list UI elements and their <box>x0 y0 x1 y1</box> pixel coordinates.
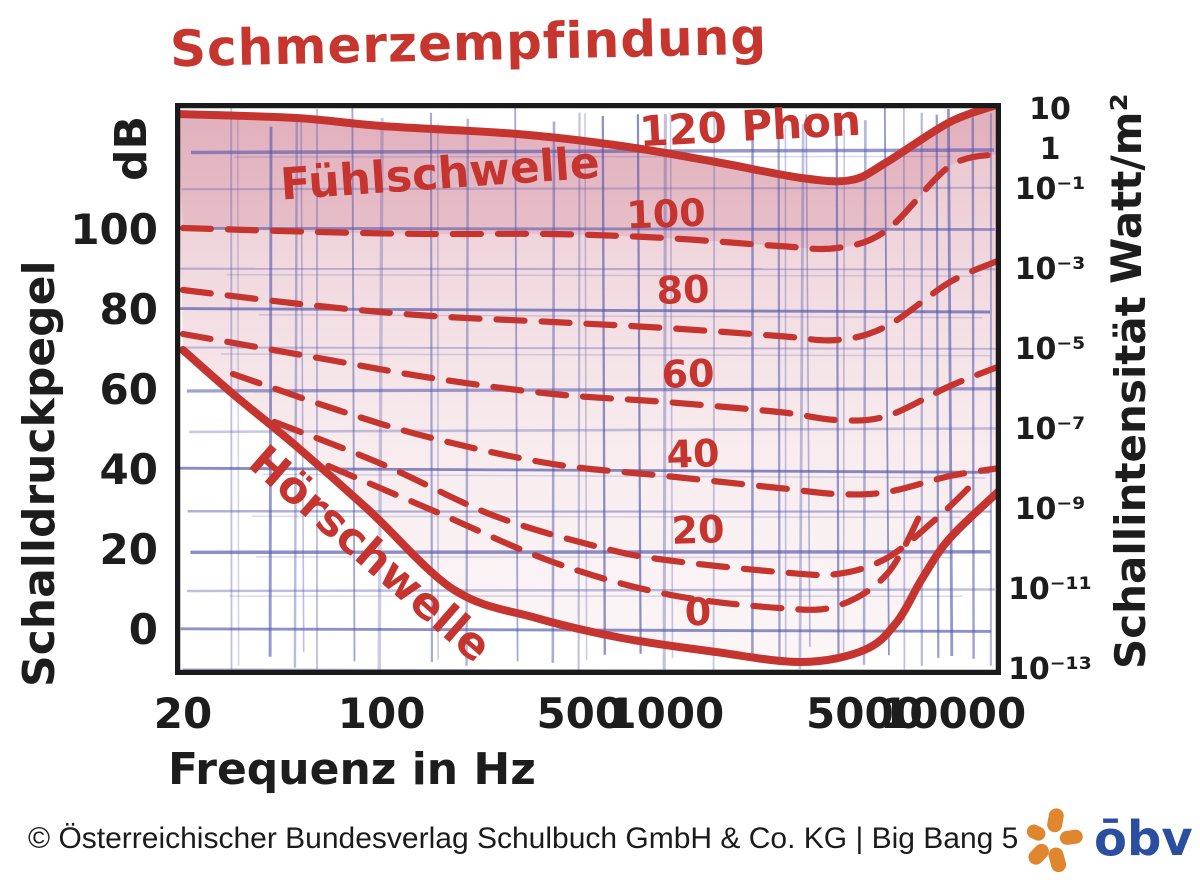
left-tick-100: 100 <box>70 205 158 254</box>
upper-wash-band <box>176 104 1001 250</box>
obv-logo-star-icon <box>1026 808 1083 872</box>
obv-logo-text: ōbv <box>1094 811 1193 867</box>
x-tick-1000: 1000 <box>607 689 725 738</box>
plot-canvas <box>175 103 1001 675</box>
obv-logo: ōbv <box>1022 806 1193 872</box>
series-label-phon-0: 0 <box>684 589 713 635</box>
right-tick-exp-13: 10⁻¹³ <box>1008 652 1092 687</box>
series-label-phon-40: 40 <box>666 431 721 477</box>
chart-area <box>175 103 1001 675</box>
curve-phon-40 <box>229 370 1001 498</box>
left-axis-unit: dB <box>106 115 157 181</box>
x-tick-100: 100 <box>337 689 426 738</box>
left-tick-0: 0 <box>128 605 158 654</box>
left-tick-40: 40 <box>99 445 158 494</box>
x-tick-500: 500 <box>536 689 625 738</box>
plot-border <box>175 103 1001 675</box>
left-tick-80: 80 <box>99 285 158 334</box>
series-label-phon-80: 80 <box>655 267 711 313</box>
left-tick-20: 20 <box>99 525 158 574</box>
series-label-phon-20: 20 <box>671 507 726 553</box>
curve-phon-100 <box>179 150 1001 253</box>
series-label-phon-60: 60 <box>661 351 716 397</box>
x-tick-5000: 5000 <box>806 689 923 738</box>
curve-hoerschwelle <box>179 346 1001 667</box>
right-axis-title: Schallintensität <box>1106 296 1155 670</box>
copyright-text: © Österreichischer Bundesverlag Schulbuc… <box>28 822 1019 855</box>
curve-phon-20 <box>271 418 976 579</box>
right-axis-unit: Watt/m² <box>1102 93 1151 285</box>
curve-fuehlschwelle <box>175 103 1001 186</box>
right-tick-exp-5: 10⁻⁵ <box>1014 332 1086 367</box>
curve-phon-80 <box>179 256 1001 344</box>
right-tick-exp-9: 10⁻⁹ <box>1014 492 1086 527</box>
right-tick-exp-1: 10⁻¹ <box>1014 172 1086 207</box>
chart-title: Schmerzempfindung <box>169 7 768 79</box>
curve-phon-60 <box>179 330 1001 424</box>
right-tick-exp0: 1 <box>1039 132 1061 167</box>
right-tick-exp1: 10 <box>1029 92 1071 127</box>
left-tick-60: 60 <box>99 365 158 414</box>
x-tick-20: 20 <box>153 689 213 738</box>
series-label-phon-100: 100 <box>625 190 707 238</box>
x-tick-10000: 10000 <box>880 689 1027 738</box>
right-tick-exp-7: 10⁻⁷ <box>1014 412 1086 447</box>
right-tick-exp-11: 10⁻¹¹ <box>1008 572 1092 607</box>
x-axis-title: Frequenz in Hz <box>168 744 536 795</box>
curve-phon-0 <box>325 462 926 613</box>
right-tick-exp-3: 10⁻³ <box>1014 252 1086 287</box>
